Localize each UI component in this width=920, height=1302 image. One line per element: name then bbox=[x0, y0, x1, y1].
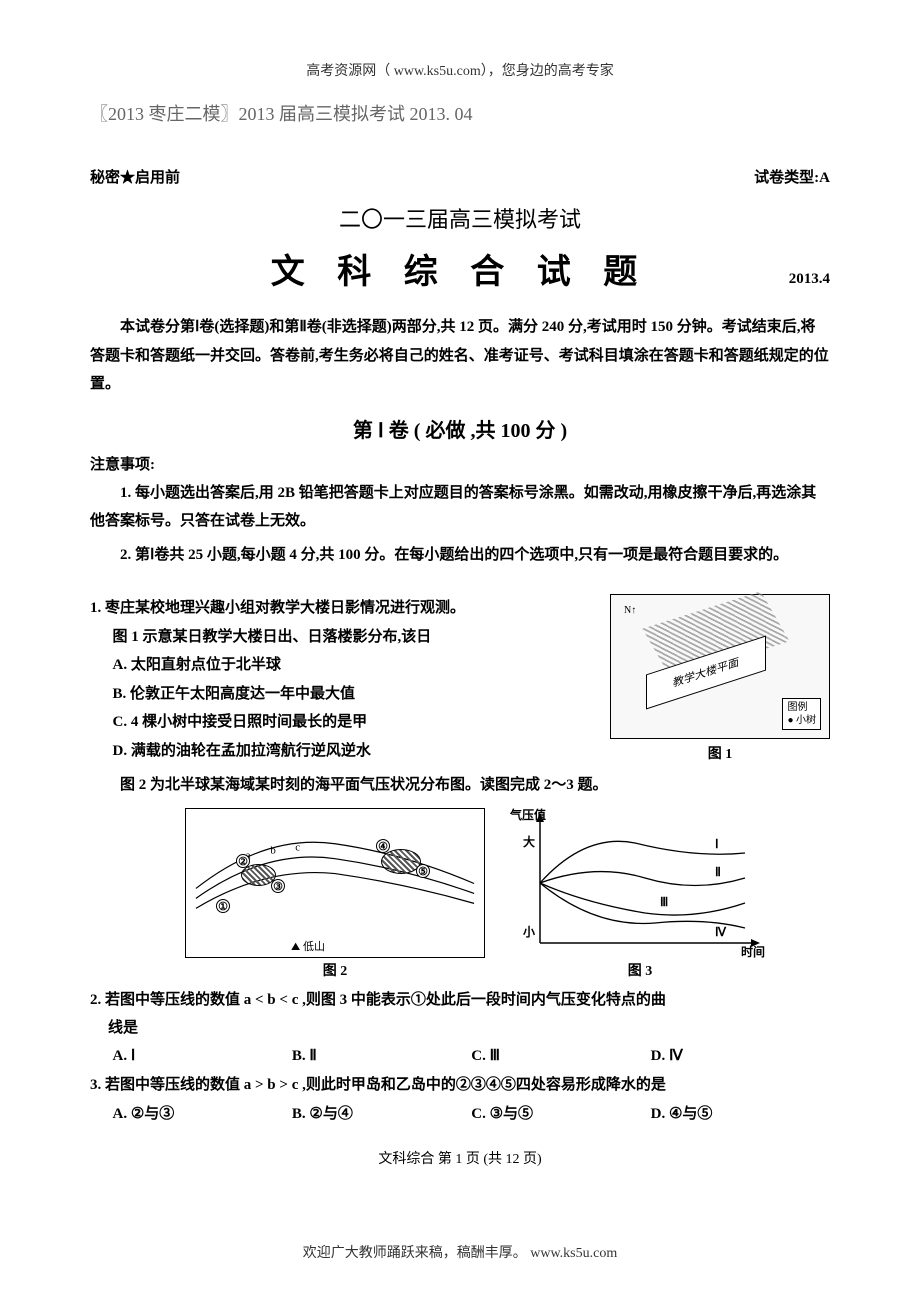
q2-optB: B. Ⅱ bbox=[292, 1046, 471, 1065]
secret-label: 秘密★启用前 bbox=[90, 166, 180, 187]
exam-tag: 〖2013 枣庄二模〗2013 届高三模拟考试 2013. 04 bbox=[90, 100, 830, 126]
svg-text:Ⅱ: Ⅱ bbox=[715, 865, 721, 879]
main-title: 文 科 综 合 试 题 bbox=[271, 244, 650, 293]
fig2-legend: ⛰ 低山 bbox=[291, 938, 325, 954]
fig1-legend-item: ● 小树 bbox=[787, 714, 816, 727]
fig3-caption: 图 3 bbox=[515, 960, 765, 980]
fig1-compass: N↑ bbox=[624, 605, 636, 616]
fig2-num-4: ④ bbox=[376, 839, 390, 853]
q1-line2: 图 1 示意某日教学大楼日出、日落楼影分布,该日 bbox=[90, 623, 595, 652]
paper-type: 试卷类型:A bbox=[754, 166, 830, 187]
q2-optD: D. Ⅳ bbox=[651, 1046, 830, 1065]
fig2-num-5: ⑤ bbox=[416, 864, 430, 878]
section-title: 第 Ⅰ 卷 ( 必做 ,共 100 分 ) bbox=[90, 414, 830, 443]
q2-cont: 线是 bbox=[90, 1014, 830, 1043]
svg-text:b: b bbox=[270, 844, 276, 856]
figure-1: N↑ 教学大楼平面 图例 ● 小树 bbox=[610, 594, 830, 739]
q2-intro: 图 2 为北半球某海域某时刻的海平面气压状况分布图。读图完成 2～3 题。 bbox=[90, 771, 830, 800]
fig2-num-3: ③ bbox=[271, 879, 285, 893]
fig1-caption: 图 1 bbox=[610, 743, 830, 763]
fig2-num-1: ① bbox=[216, 899, 230, 913]
notice-title: 注意事项: bbox=[90, 453, 830, 474]
fig3-ylo: 小 bbox=[523, 923, 535, 940]
q2-optA: A. Ⅰ bbox=[113, 1046, 292, 1065]
svg-text:c: c bbox=[295, 841, 300, 853]
q3-optB: B. ②与④ bbox=[292, 1102, 471, 1123]
q2-stem: 2. 若图中等压线的数值 a < b < c ,则图 3 中能表示①处此后一段时… bbox=[90, 986, 830, 1015]
bottom-footer: 欢迎广大教师踊跃来稿，稿酬丰厚。 www.ks5u.com bbox=[0, 1242, 920, 1262]
fig2-num-2: ② bbox=[236, 854, 250, 868]
q3-stem: 3. 若图中等压线的数值 a > b > c ,则此时甲岛和乙岛中的②③④⑤四处… bbox=[90, 1071, 830, 1100]
q2-optC: C. Ⅲ bbox=[471, 1046, 650, 1065]
notice-1: 1. 每小题选出答案后,用 2B 铅笔把答题卡上对应题目的答案标号涂黑。如需改动… bbox=[90, 479, 830, 536]
q1-optD: D. 满载的油轮在孟加拉湾航行逆风逆水 bbox=[90, 737, 595, 766]
figure-3: Ⅰ Ⅱ Ⅲ Ⅳ 气压值 大 小 时间 bbox=[515, 808, 765, 958]
svg-text:Ⅲ: Ⅲ bbox=[660, 895, 668, 909]
q3-optC: C. ③与⑤ bbox=[471, 1102, 650, 1123]
site-header: 高考资源网（ www.ks5u.com），您身边的高考专家 bbox=[90, 60, 830, 80]
q1-optA: A. 太阳直射点位于北半球 bbox=[90, 651, 595, 680]
intro-paragraph: 本试卷分第Ⅰ卷(选择题)和第Ⅱ卷(非选择题)两部分,共 12 页。满分 240 … bbox=[90, 313, 830, 399]
fig3-xlabel: 时间 bbox=[741, 943, 765, 960]
exam-date: 2013.4 bbox=[789, 271, 830, 288]
svg-text:Ⅳ: Ⅳ bbox=[715, 925, 727, 939]
q3-optD: D. ④与⑤ bbox=[651, 1102, 830, 1123]
fig1-legend-title: 图例 bbox=[787, 701, 816, 714]
subtitle: 二〇一三届高三模拟考试 bbox=[90, 202, 830, 234]
svg-text:Ⅰ: Ⅰ bbox=[715, 837, 719, 851]
q1-optC: C. 4 棵小树中接受日照时间最长的是甲 bbox=[90, 708, 595, 737]
q1-optB: B. 伦敦正午太阳高度达一年中最大值 bbox=[90, 680, 595, 709]
fig2-caption: 图 2 bbox=[185, 960, 485, 980]
notice-2: 2. 第Ⅰ卷共 25 小题,每小题 4 分,共 100 分。在每小题给出的四个选… bbox=[90, 541, 830, 570]
fig3-yhi: 大 bbox=[523, 833, 535, 850]
q1-stem: 1. 枣庄某校地理兴趣小组对教学大楼日影情况进行观测。 bbox=[90, 594, 595, 623]
figure-2: a b c ① ② ③ ④ ⑤ ⛰ 低山 bbox=[185, 808, 485, 958]
page-footer: 文科综合 第 1 页 (共 12 页) bbox=[90, 1148, 830, 1168]
q3-optA: A. ②与③ bbox=[113, 1102, 292, 1123]
fig3-ylabel: 气压值 bbox=[510, 806, 546, 823]
